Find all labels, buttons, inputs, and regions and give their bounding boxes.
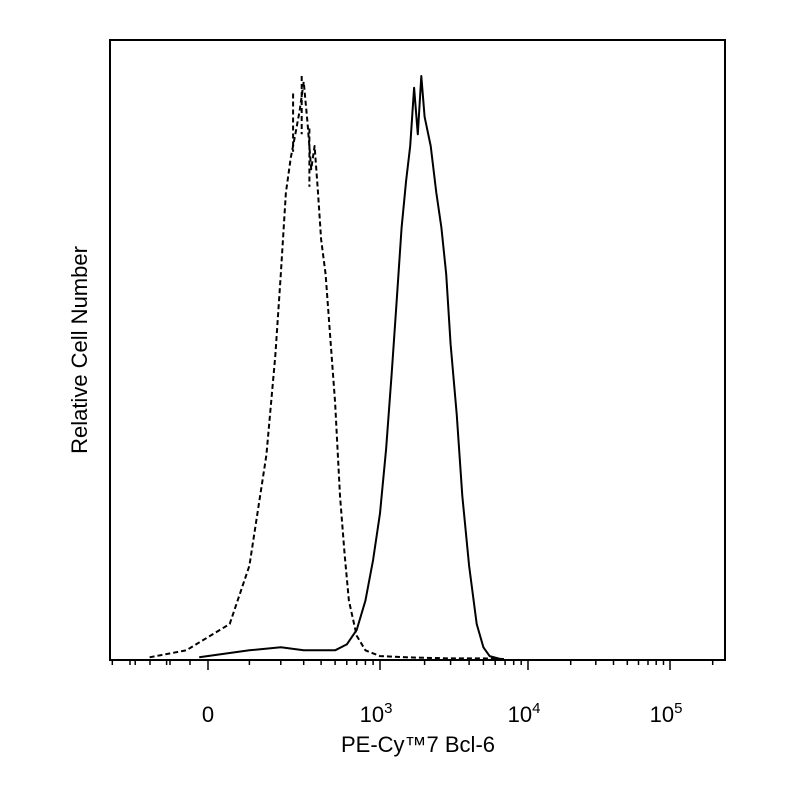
x-tick-label: 104 — [508, 700, 541, 727]
x-tick-label: 0 — [202, 702, 214, 727]
x-tick-label: 103 — [360, 700, 393, 727]
x-tick-label: 105 — [650, 700, 683, 727]
x-axis-label: PE-Cy™7 Bcl-6 — [341, 732, 495, 757]
isotype-control-histogram — [149, 80, 506, 660]
x-tick-labels: 0 103 104 105 — [202, 700, 683, 727]
series-layer — [149, 75, 506, 660]
y-axis-label: Relative Cell Number — [67, 246, 92, 454]
stained-sample-histogram — [199, 75, 501, 660]
x-axis-ticks — [111, 660, 714, 670]
plot-area-frame — [109, 39, 726, 661]
